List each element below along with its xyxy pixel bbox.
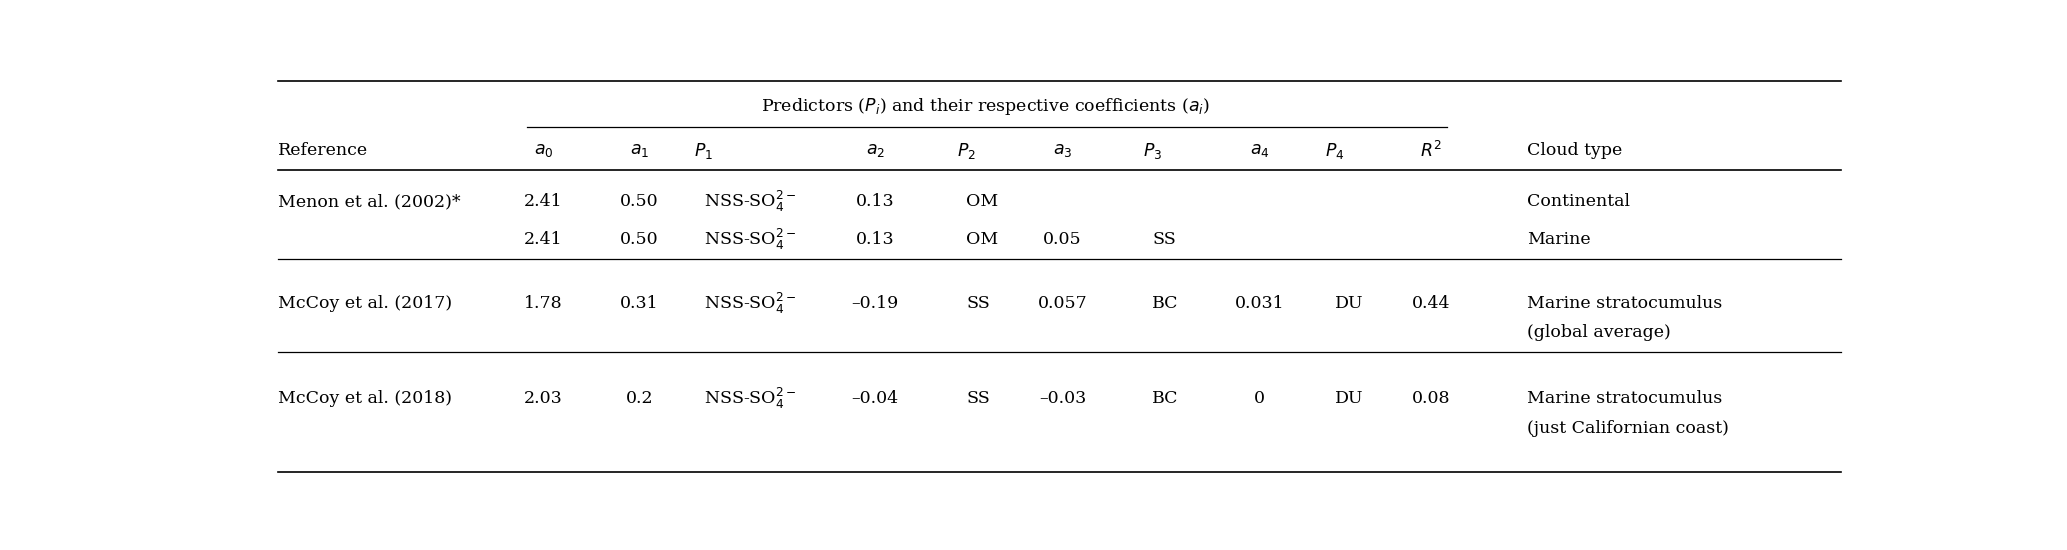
Text: 0.50: 0.50 xyxy=(620,193,659,210)
Text: $a_1$: $a_1$ xyxy=(630,142,649,159)
Text: 0.08: 0.08 xyxy=(1412,390,1451,407)
Text: (global average): (global average) xyxy=(1528,324,1670,342)
Text: McCoy et al. (2017): McCoy et al. (2017) xyxy=(277,295,453,312)
Text: Predictors ($P_i$) and their respective coefficients ($a_i$): Predictors ($P_i$) and their respective … xyxy=(761,96,1209,117)
Text: 1.78: 1.78 xyxy=(525,295,562,312)
Text: BC: BC xyxy=(1151,390,1178,407)
Text: BC: BC xyxy=(1151,295,1178,312)
Text: $a_4$: $a_4$ xyxy=(1251,142,1269,159)
Text: $P_4$: $P_4$ xyxy=(1325,141,1346,161)
Text: NSS-SO$_4^{2-}$: NSS-SO$_4^{2-}$ xyxy=(703,189,796,214)
Text: $a_2$: $a_2$ xyxy=(866,142,885,159)
Text: 0.13: 0.13 xyxy=(856,193,895,210)
Text: SS: SS xyxy=(967,295,990,312)
Text: 0.057: 0.057 xyxy=(1038,295,1087,312)
Text: $a_0$: $a_0$ xyxy=(533,142,554,159)
Text: SS: SS xyxy=(967,390,990,407)
Text: Menon et al. (2002)*: Menon et al. (2002)* xyxy=(277,193,461,210)
Text: –0.19: –0.19 xyxy=(852,295,899,312)
Text: –0.03: –0.03 xyxy=(1040,390,1085,407)
Text: 0.13: 0.13 xyxy=(856,231,895,248)
Text: $a_3$: $a_3$ xyxy=(1052,142,1073,159)
Text: NSS-SO$_4^{2-}$: NSS-SO$_4^{2-}$ xyxy=(703,386,796,411)
Text: OM: OM xyxy=(967,231,998,248)
Text: 0.05: 0.05 xyxy=(1044,231,1081,248)
Text: 0.44: 0.44 xyxy=(1412,295,1451,312)
Text: 0.2: 0.2 xyxy=(626,390,653,407)
Text: Marine: Marine xyxy=(1528,231,1592,248)
Text: $P_2$: $P_2$ xyxy=(957,141,976,161)
Text: DU: DU xyxy=(1335,390,1364,407)
Text: $P_1$: $P_1$ xyxy=(695,141,713,161)
Text: NSS-SO$_4^{2-}$: NSS-SO$_4^{2-}$ xyxy=(703,290,796,316)
Text: SS: SS xyxy=(1151,231,1176,248)
Text: DU: DU xyxy=(1335,295,1364,312)
Text: Marine stratocumulus: Marine stratocumulus xyxy=(1528,295,1722,312)
Text: (just Californian coast): (just Californian coast) xyxy=(1528,420,1728,437)
Text: Reference: Reference xyxy=(277,142,368,159)
Text: 0: 0 xyxy=(1255,390,1265,407)
Text: NSS-SO$_4^{2-}$: NSS-SO$_4^{2-}$ xyxy=(703,227,796,252)
Text: $P_3$: $P_3$ xyxy=(1143,141,1162,161)
Text: OM: OM xyxy=(967,193,998,210)
Text: 2.03: 2.03 xyxy=(525,390,562,407)
Text: 0.031: 0.031 xyxy=(1234,295,1284,312)
Text: –0.04: –0.04 xyxy=(852,390,899,407)
Text: Cloud type: Cloud type xyxy=(1528,142,1623,159)
Text: Marine stratocumulus: Marine stratocumulus xyxy=(1528,390,1722,407)
Text: $R^2$: $R^2$ xyxy=(1420,141,1443,161)
Text: 2.41: 2.41 xyxy=(525,193,562,210)
Text: McCoy et al. (2018): McCoy et al. (2018) xyxy=(277,390,451,407)
Text: 0.31: 0.31 xyxy=(620,295,659,312)
Text: 0.50: 0.50 xyxy=(620,231,659,248)
Text: 2.41: 2.41 xyxy=(525,231,562,248)
Text: Continental: Continental xyxy=(1528,193,1631,210)
